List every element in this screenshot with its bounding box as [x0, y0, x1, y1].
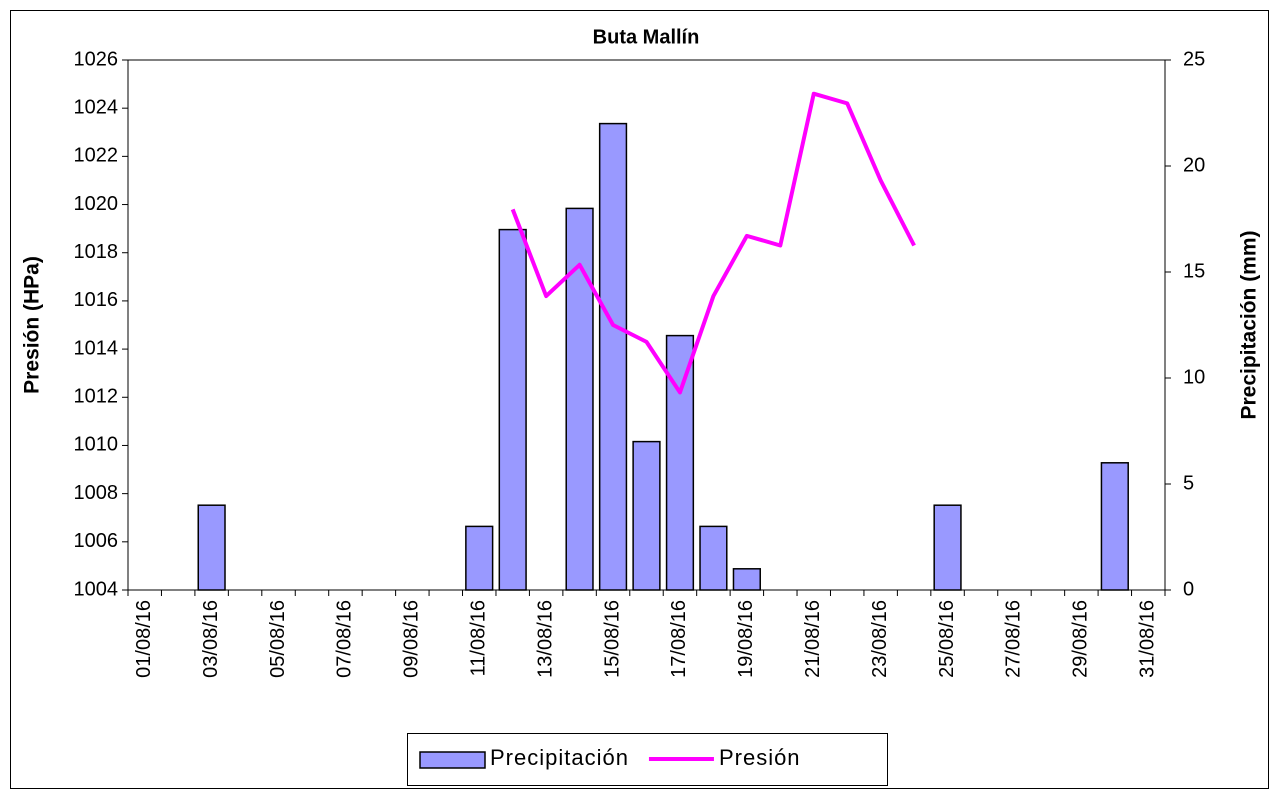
x-tick-label: 27/08/16: [1003, 600, 1025, 678]
y2-tick-label: 10: [1183, 366, 1205, 388]
bar: [732, 568, 761, 591]
bar: [598, 122, 628, 591]
x-tick-label: 21/08/16: [802, 600, 824, 678]
bar: [197, 504, 226, 591]
legend-swatch: [419, 751, 486, 769]
y-tick-label: 1026: [74, 48, 119, 70]
y-tick-label: 1010: [74, 434, 119, 456]
x-tick-label: 13/08/16: [534, 600, 556, 678]
line: [510, 91, 916, 395]
x-tick-label: 11/08/16: [468, 600, 490, 676]
y-tick-label: 1016: [74, 289, 119, 311]
x-tick-label: 25/08/16: [936, 600, 958, 678]
y-tick-label: 1006: [74, 530, 119, 552]
x-tick-label: 15/08/16: [601, 600, 623, 678]
legend: [407, 733, 888, 786]
bar: [632, 440, 661, 591]
y2-tick-label: 5: [1183, 472, 1194, 494]
x-tick-label: 19/08/16: [735, 600, 757, 678]
bar: [1100, 462, 1129, 591]
x-tick-label: 17/08/16: [668, 600, 690, 678]
x-tick-label: 09/08/16: [401, 600, 423, 678]
x-tick-label: 23/08/16: [869, 600, 891, 678]
y-tick-label: 1020: [74, 193, 119, 215]
y-tick-label: 1022: [74, 145, 119, 167]
x-tick-label: 01/08/16: [133, 600, 155, 678]
bar: [665, 334, 695, 591]
y2-tick-label: 25: [1183, 48, 1205, 70]
x-tick-label: 29/08/16: [1070, 600, 1092, 678]
legend-label: Precipitación: [490, 745, 629, 770]
bar: [933, 504, 962, 591]
legend-label: Presión: [719, 745, 801, 770]
bar: [465, 525, 494, 591]
x-tick-label: 31/08/16: [1137, 600, 1159, 678]
bar: [498, 228, 527, 591]
y-tick-label: 1008: [74, 482, 119, 504]
y-axis-label: Presión (HPa): [21, 256, 44, 394]
bar: [699, 525, 728, 591]
y2-tick-label: 15: [1183, 260, 1205, 282]
y-tick-label: 1014: [74, 337, 119, 359]
y2-tick-label: 0: [1183, 578, 1194, 600]
y-tick-label: 1018: [74, 241, 119, 263]
y2-tick-label: 20: [1183, 154, 1205, 176]
x-tick-label: 03/08/16: [200, 600, 222, 678]
x-tick-label: 07/08/16: [334, 600, 356, 678]
y2-axis-label: Precipitación (mm): [1238, 230, 1261, 419]
x-tick-label: 05/08/16: [267, 600, 289, 678]
y-tick-label: 1024: [74, 96, 119, 118]
y-tick-label: 1004: [74, 578, 119, 600]
y-tick-label: 1012: [74, 386, 119, 408]
chart-title: Buta Mallín: [593, 26, 700, 48]
